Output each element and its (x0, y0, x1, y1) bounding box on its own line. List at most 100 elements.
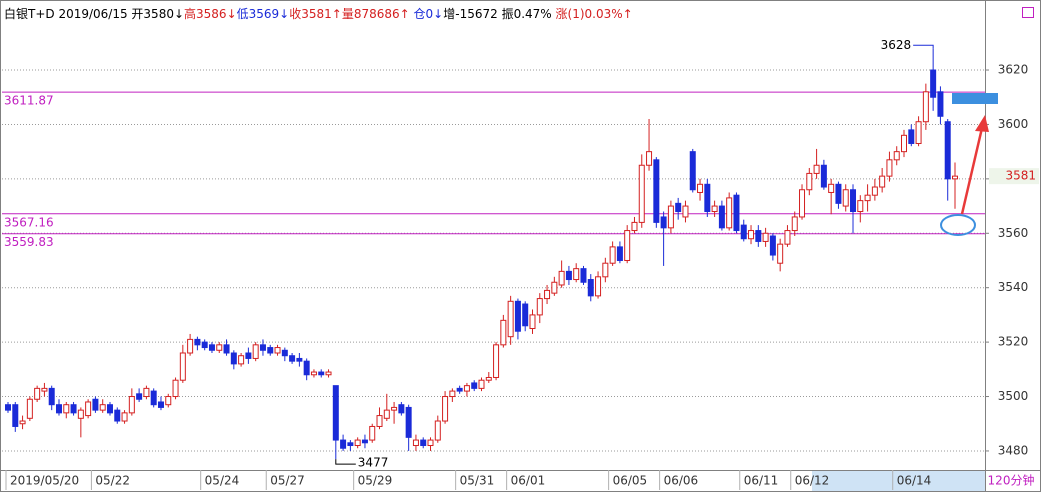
last-price-bg (989, 168, 1039, 185)
candle-body (143, 387, 150, 398)
candle-body (442, 396, 449, 422)
candle-body (493, 344, 500, 378)
candle-body (704, 183, 711, 213)
candle-body (784, 230, 791, 245)
candle-body (850, 189, 857, 213)
x-tick-label: 06/01 (511, 474, 546, 488)
candle-body (114, 409, 121, 422)
candle-body (165, 396, 172, 406)
candle-body (930, 69, 937, 98)
header: 白银T+D 2019/06/15 开3580↓高3586↓低3569↓收3581… (4, 6, 633, 21)
candle-body (296, 357, 303, 362)
candle-body (369, 425, 376, 441)
candle-body (828, 183, 835, 193)
candle-body (70, 404, 77, 414)
candle-body (12, 404, 19, 427)
highlight-box (952, 93, 998, 104)
low-annotation: 3477 (358, 456, 389, 470)
candle-body (238, 355, 245, 365)
candle-body (602, 262, 609, 278)
candle-body (259, 344, 266, 351)
candle-body (755, 230, 762, 242)
candle-body (318, 371, 325, 376)
header-item: 涨(1)0.03%↑ (556, 6, 633, 21)
candle-body (99, 404, 106, 411)
x-tick-label: 05/29 (358, 474, 393, 488)
x-tick-label: 05/22 (95, 474, 130, 488)
candle-body (252, 344, 259, 359)
candle-body (48, 387, 55, 406)
x-tick-label: 06/06 (664, 474, 699, 488)
candle-body (529, 314, 536, 330)
candle-body (944, 121, 951, 180)
candle-body (915, 121, 922, 144)
candle-body (194, 338, 201, 346)
x-tick-label: 2019/05/20 (10, 474, 79, 488)
candle-body (150, 390, 157, 406)
candle-body (616, 246, 623, 261)
candle-body (842, 189, 849, 207)
candle-body (340, 439, 347, 449)
candle-body (34, 387, 41, 400)
y-tick-label: 3500 (998, 389, 1029, 403)
candle-body (624, 230, 631, 261)
candle-body (886, 159, 893, 177)
candle-body (646, 151, 653, 166)
candle-body (85, 401, 92, 417)
candle-body (740, 224, 747, 240)
candle-body (507, 300, 514, 338)
candle-body (952, 175, 958, 180)
candle-body (41, 387, 48, 392)
candle-body (383, 409, 390, 419)
candle-body (157, 401, 164, 408)
candle-body (522, 303, 529, 327)
high-annotation: 3628 (881, 38, 912, 52)
candle-body (653, 159, 660, 223)
candle-body (697, 183, 704, 193)
candle-body (230, 352, 237, 365)
candle-body (26, 398, 33, 419)
header-item: 收3581↑ (289, 7, 342, 21)
level-label: 3611.87 (4, 94, 54, 108)
period-label[interactable]: 120分钟 (988, 473, 1035, 488)
candle-body (595, 276, 602, 297)
candle-body (456, 387, 463, 392)
candle-body (558, 270, 565, 286)
candle-body (332, 385, 339, 441)
candle-body (347, 442, 354, 447)
candle-body (544, 289, 551, 300)
candle-body (864, 194, 871, 202)
candle-body (434, 420, 441, 441)
candle-body (471, 382, 478, 389)
candle-body (19, 420, 26, 425)
candle-body (835, 183, 842, 204)
candle-body (376, 415, 383, 427)
x-tick-label: 06/11 (744, 474, 779, 488)
candle-body (121, 412, 128, 422)
level-label: 3559.83 (4, 235, 54, 249)
candle-body (777, 243, 784, 264)
candle-body (245, 352, 252, 359)
candle-body (216, 344, 223, 351)
y-tick-label: 3480 (998, 443, 1029, 457)
candle-body (689, 151, 696, 191)
candle-body (879, 175, 886, 188)
candle-body (820, 164, 827, 188)
candle-body (609, 246, 616, 264)
candle-body (500, 319, 507, 346)
candle-body (267, 347, 274, 354)
candle-body (449, 390, 456, 398)
settings-icon[interactable] (1022, 7, 1034, 18)
annotation-line (335, 459, 356, 465)
candle-body (748, 230, 755, 240)
annotation-line (913, 44, 934, 49)
y-tick-label: 3520 (998, 335, 1029, 349)
candle-body (427, 439, 434, 447)
candle-body (420, 439, 427, 447)
candle-body (405, 406, 412, 438)
candle-body (478, 379, 485, 389)
candle-body (901, 134, 908, 153)
candle-body (791, 216, 798, 232)
x-tick-label: 05/31 (460, 474, 495, 488)
candle-body (398, 404, 405, 414)
